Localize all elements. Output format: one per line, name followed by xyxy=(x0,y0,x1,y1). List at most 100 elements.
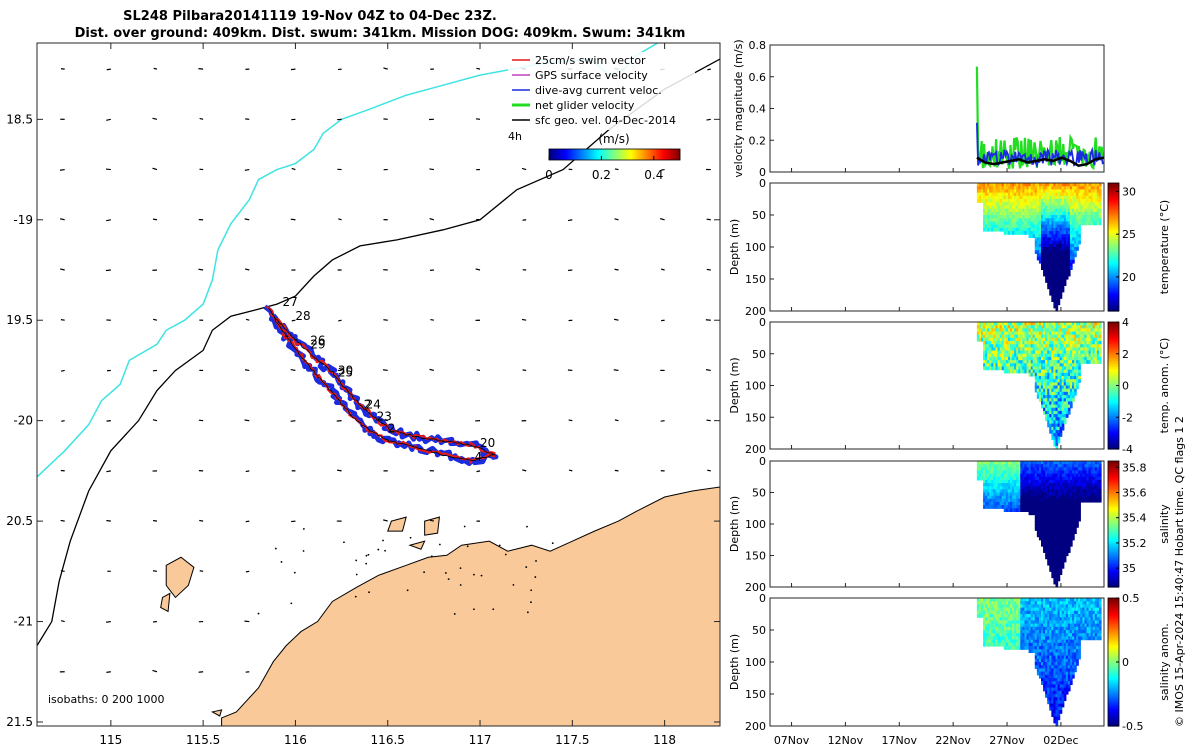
heatmap-cell xyxy=(991,620,995,625)
heatmap-cell xyxy=(1003,347,1007,352)
heatmap-cell xyxy=(1076,240,1079,245)
heatmap-cell xyxy=(993,639,997,644)
heatmap-cell xyxy=(1034,607,1038,612)
heatmap-cell xyxy=(1003,620,1007,625)
heatmap-cell xyxy=(1016,639,1019,644)
heatmap-cell xyxy=(1030,363,1034,368)
heatmap-cell xyxy=(987,464,990,468)
heatmap-cell xyxy=(1043,263,1046,267)
heatmap-cell xyxy=(993,344,997,348)
heatmap-cell xyxy=(1096,331,1100,336)
heatmap-cell xyxy=(1061,288,1065,293)
heatmap-cell xyxy=(1092,328,1096,333)
heatmap-cell xyxy=(1014,467,1017,472)
heatmap-cell xyxy=(981,467,984,472)
heatmap-cell xyxy=(1069,517,1073,522)
heatmap-cell xyxy=(1007,211,1011,216)
heatmap-cell xyxy=(991,360,995,364)
heatmap-cell xyxy=(1036,247,1040,251)
heatmap-cell xyxy=(1061,282,1065,286)
heatmap-cell xyxy=(1024,344,1028,348)
heatmap-cell xyxy=(1059,426,1063,431)
heatmap-cell xyxy=(1057,195,1061,200)
colorbar-cell xyxy=(557,149,559,160)
reef-speck xyxy=(530,601,532,604)
heatmap-cell xyxy=(1067,202,1071,206)
heatmap-cell xyxy=(1057,202,1061,206)
heatmap-cell xyxy=(1016,633,1019,637)
heatmap-cell xyxy=(1018,211,1021,216)
heatmap-cell xyxy=(1026,341,1030,345)
heatmap-cell xyxy=(1016,192,1019,197)
heatmap-cell xyxy=(981,183,984,187)
heatmap-cell xyxy=(1063,517,1067,522)
heatmap-cell xyxy=(976,199,980,203)
heatmap-cell xyxy=(1038,524,1042,528)
heatmap-cell xyxy=(1041,539,1044,544)
heatmap-cell xyxy=(1005,363,1009,368)
heatmap-cell xyxy=(1038,218,1042,222)
heatmap-cell xyxy=(1053,520,1057,525)
heatmap-cell xyxy=(1078,208,1081,213)
heatmap-cell xyxy=(1076,483,1079,487)
heatmap-cell xyxy=(1057,231,1061,235)
heatmap-cell xyxy=(995,205,999,210)
heatmap-cell xyxy=(1034,470,1038,475)
heatmap-cell xyxy=(1009,202,1013,206)
heatmap-cell xyxy=(1020,646,1023,650)
heatmap-cell xyxy=(1092,360,1096,364)
heatmap-cell xyxy=(1014,356,1017,361)
heatmap-cell xyxy=(1032,470,1036,475)
heatmap-cell xyxy=(991,211,995,216)
heatmap-cell xyxy=(1012,199,1015,203)
heatmap-cell xyxy=(1061,240,1065,245)
heatmap-cell xyxy=(993,483,997,487)
heatmap-cell xyxy=(997,623,1001,628)
heatmap-cell xyxy=(1067,269,1071,274)
heatmap-cell xyxy=(1098,186,1102,190)
heatmap-cell xyxy=(1055,433,1059,437)
heatmap-cell xyxy=(1018,626,1021,631)
island xyxy=(408,540,426,550)
heatmap-cell xyxy=(1012,208,1015,213)
heatmap-cell xyxy=(1047,272,1050,277)
heatmap-cell xyxy=(1055,542,1059,547)
heatmap-cell xyxy=(1022,192,1026,197)
heatmap-cell xyxy=(1049,473,1052,478)
heatmap-cell xyxy=(1043,410,1046,415)
heatmap-cell xyxy=(1049,382,1052,387)
heatmap-cell xyxy=(999,607,1003,612)
heatmap-cell xyxy=(1053,610,1057,615)
geo-velocity-arrow xyxy=(614,469,619,472)
heatmap-cell xyxy=(1036,630,1040,634)
heatmap-cell xyxy=(1063,527,1067,531)
heatmap-cell xyxy=(993,208,997,213)
heatmap-cell xyxy=(999,224,1003,229)
heatmap-cell xyxy=(1061,473,1065,478)
heatmap-cell xyxy=(1045,633,1048,637)
heatmap-cell xyxy=(1067,549,1071,553)
heatmap-cell xyxy=(1020,639,1023,644)
heatmap-cell xyxy=(983,208,986,213)
heatmap-cell xyxy=(1045,263,1048,267)
heatmap-cell xyxy=(1007,221,1011,226)
colorbar-cell xyxy=(678,149,680,160)
heatmap-cell xyxy=(1045,668,1048,673)
heatmap-cell xyxy=(1014,476,1017,481)
heatmap-cell xyxy=(985,601,988,605)
heatmap-cell xyxy=(1043,546,1046,550)
heatmap-cell xyxy=(1022,492,1026,497)
heatmap-cell xyxy=(1041,601,1044,605)
colorbar-cell xyxy=(559,149,561,160)
heatmap-cell xyxy=(1014,626,1017,631)
heatmap-cell xyxy=(1047,407,1050,412)
heatmap-cell xyxy=(1051,433,1055,437)
heatmap-cell xyxy=(1088,350,1092,355)
heatmap-cell xyxy=(1032,183,1036,187)
heatmap-cell xyxy=(995,639,999,644)
reef-speck xyxy=(530,589,533,592)
heatmap-cell xyxy=(991,470,995,475)
heatmap-cell xyxy=(1098,215,1102,219)
heatmap-cell xyxy=(1092,183,1096,187)
heatmap-cell xyxy=(1014,470,1017,475)
